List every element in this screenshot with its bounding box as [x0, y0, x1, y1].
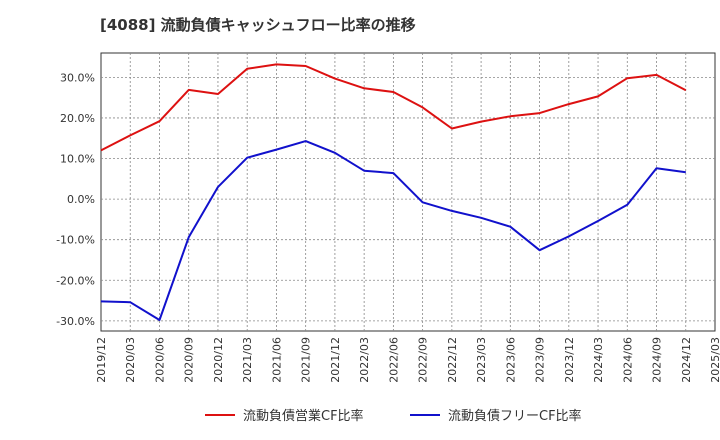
legend-label-2: 流動負債フリーCF比率	[448, 408, 582, 424]
series-lines	[100, 63, 687, 321]
x-tick-label: 2023/06	[504, 337, 517, 383]
x-tick-label: 2023/12	[563, 337, 576, 383]
x-tick-label: 2021/03	[241, 337, 254, 383]
x-tick-label: 2025/03	[709, 337, 720, 383]
y-tick-label: -20.0%	[56, 274, 95, 287]
series-line-2	[100, 140, 686, 321]
series-line-1	[100, 63, 687, 152]
x-tick-label: 2024/06	[621, 337, 634, 383]
y-tick-label: -30.0%	[56, 315, 95, 328]
x-tick-label: 2020/03	[124, 337, 137, 383]
x-tick-label: 2020/12	[212, 337, 225, 383]
x-tick-label: 2023/03	[475, 337, 488, 383]
x-tick-label: 2022/03	[358, 337, 371, 383]
plot-frame	[100, 52, 716, 332]
x-tick-label: 2022/09	[417, 337, 430, 383]
chart-title: [4088] 流動負債キャッシュフロー比率の推移	[100, 16, 416, 34]
y-tick-label: 30.0%	[60, 71, 95, 84]
y-axis-tick-labels: 30.0% 20.0% 10.0% 0.0% -10.0% -20.0% -30.0%	[56, 71, 95, 328]
x-tick-label: 2020/06	[153, 337, 166, 383]
y-tick-label: 10.0%	[60, 153, 95, 166]
x-tick-label: 2024/09	[651, 337, 664, 383]
x-tick-label: 2019/12	[95, 337, 108, 383]
plot-area	[100, 52, 716, 332]
x-tick-label: 2024/12	[680, 337, 693, 383]
x-tick-label: 2020/09	[183, 337, 196, 383]
x-tick-label: 2023/09	[534, 337, 547, 383]
x-tick-label: 2021/09	[300, 337, 313, 383]
x-tick-label: 2024/03	[592, 337, 605, 383]
x-tick-label: 2021/06	[270, 337, 283, 383]
y-tick-label: 20.0%	[60, 112, 95, 125]
legend-label-1: 流動負債営業CF比率	[243, 408, 364, 424]
x-tick-label: 2021/12	[329, 337, 342, 383]
x-axis-tick-labels: 2019/12 2020/03 2020/06 2020/09 2020/12 2021/…	[95, 337, 720, 383]
y-tick-label: 0.0%	[67, 193, 95, 206]
legend: 流動負債営業CF比率 流動負債フリーCF比率	[205, 408, 582, 424]
y-tick-label: -10.0%	[56, 234, 95, 247]
x-tick-label: 2022/06	[387, 337, 400, 383]
x-tick-label: 2022/12	[446, 337, 459, 383]
